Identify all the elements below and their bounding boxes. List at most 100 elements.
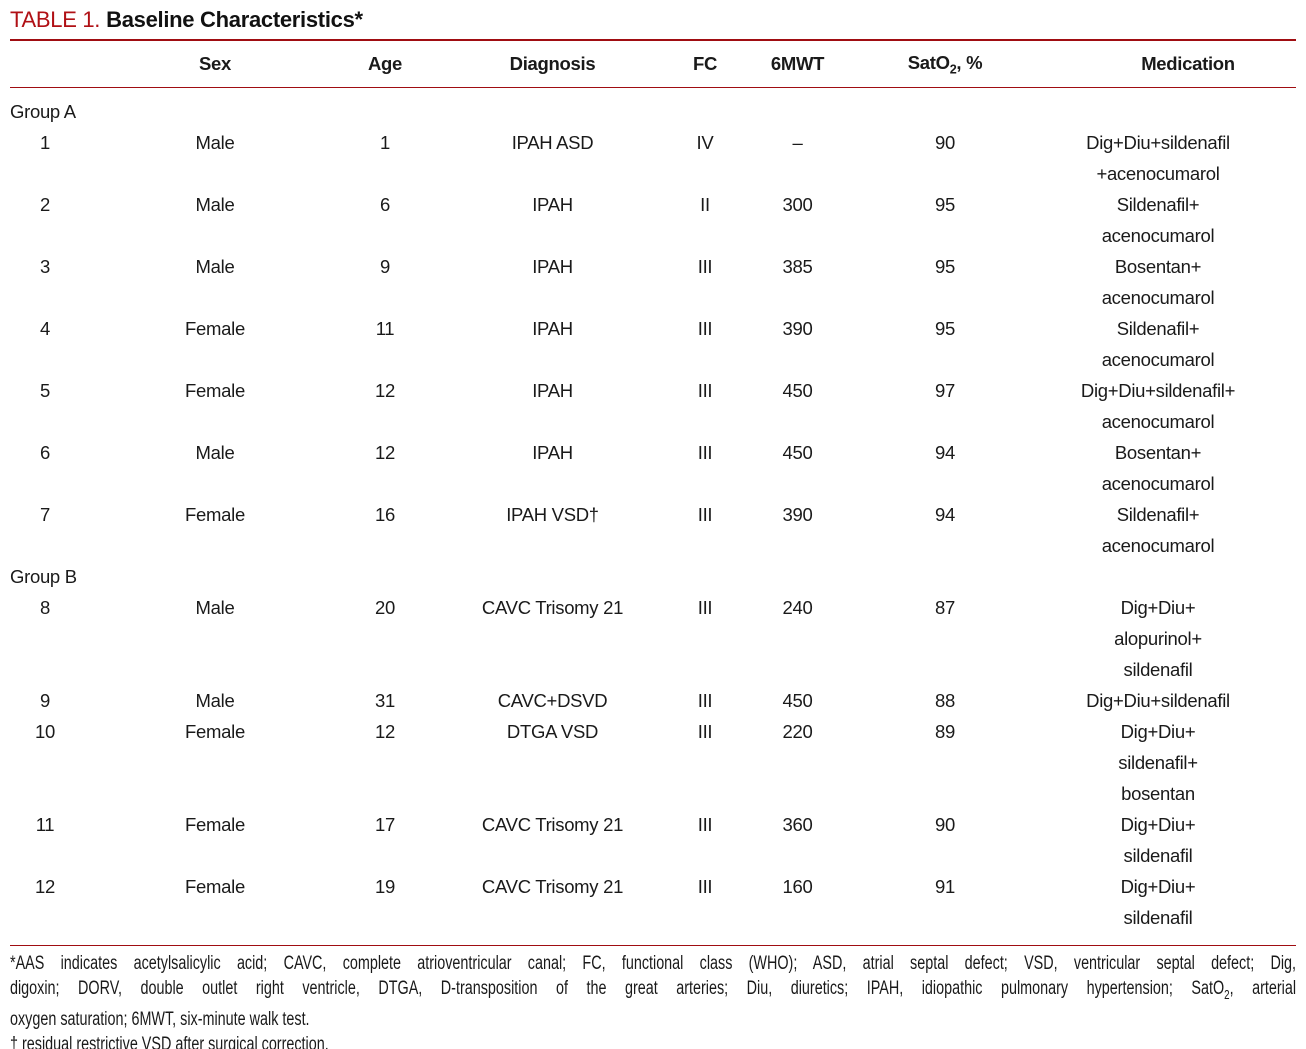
patient-row: 5 Female 12 IPAH III 450 97 Dig+Diu+sildenafil+…: [10, 375, 1296, 437]
cell-sato2: 95: [935, 318, 955, 339]
cell-sex: Male: [195, 690, 235, 711]
cell-sato2: 95: [935, 194, 955, 215]
cell-diagnosis: IPAH: [532, 318, 573, 339]
col-header-patient: [10, 41, 80, 88]
col-header-6mwt: 6MWT: [725, 41, 870, 88]
medication-line: acenocumarol: [1101, 225, 1215, 246]
footnotes: *AAS indicates acetylsalicylic acid; CAV…: [10, 945, 1296, 1049]
medication-line: sildenafil+: [1118, 752, 1198, 773]
footnote-line: digoxin; DORV, double outlet right ventr…: [10, 976, 1296, 1007]
cell-functional-class: III: [697, 721, 713, 742]
medication-line: acenocumarol: [1101, 411, 1215, 432]
cell-age: 9: [380, 256, 390, 277]
cell-medication: Dig+Diu+ sildenafil: [1020, 809, 1296, 871]
cell-sex: Female: [185, 721, 245, 742]
baseline-characteristics-table: Sex Age Diagnosis FC 6MWT SatO2, % Medic…: [10, 41, 1296, 933]
table-title: TABLE 1. Baseline Characteristics*: [10, 0, 1296, 41]
patient-row: 7 Female 16 IPAH VSD† III 390 94 Sildenafil+ ace…: [10, 499, 1296, 561]
cell-diagnosis: IPAH VSD†: [506, 504, 599, 525]
cell-patient-number: 5: [40, 380, 50, 401]
cell-sato2: 95: [935, 256, 955, 277]
cell-6mwt: 160: [782, 876, 813, 897]
medication-line: Dig+Diu+: [1120, 721, 1196, 742]
cell-diagnosis: CAVC+DSVD: [497, 690, 608, 711]
cell-6mwt: 385: [782, 256, 813, 277]
medication-line: Dig+Diu+sildenafil: [1086, 132, 1230, 153]
col-header-sato2: SatO2, %: [870, 41, 1020, 88]
medication-line: acenocumarol: [1101, 349, 1215, 370]
cell-age: 12: [375, 380, 395, 401]
table-number: TABLE 1.: [10, 7, 101, 32]
cell-sato2: 87: [935, 597, 955, 618]
sato2-unit: , %: [956, 51, 983, 73]
cell-sato2: 89: [935, 721, 955, 742]
cell-diagnosis: IPAH: [532, 442, 573, 463]
medication-line: sildenafil: [1123, 845, 1193, 866]
cell-6mwt: 360: [782, 814, 813, 835]
medication-line: acenocumarol: [1101, 287, 1215, 308]
cell-functional-class: IV: [696, 132, 714, 153]
cell-medication: Bosentan+ acenocumarol: [1020, 437, 1296, 499]
cell-medication: Dig+Diu+sildenafil+acenocumarol: [1020, 127, 1296, 189]
cell-6mwt: –: [792, 132, 803, 153]
header-row: Sex Age Diagnosis FC 6MWT SatO2, % Medic…: [10, 41, 1296, 88]
col-header-fc: FC: [685, 41, 725, 88]
footnote-line: † residual restrictive VSD after surgica…: [10, 1032, 1296, 1049]
cell-sex: Female: [185, 318, 245, 339]
sato2-text: SatO: [907, 51, 950, 73]
col-header-medication: Medication: [1020, 41, 1296, 88]
cell-functional-class: III: [697, 442, 713, 463]
col-header-diagnosis: Diagnosis: [420, 41, 685, 88]
cell-sato2: 91: [935, 876, 955, 897]
cell-functional-class: II: [700, 194, 710, 215]
cell-patient-number: 1: [40, 132, 50, 153]
medication-line: Bosentan+: [1114, 256, 1202, 277]
col-header-sex: Sex: [80, 41, 350, 88]
footnote-line: *AAS indicates acetylsalicylic acid; CAV…: [10, 951, 1296, 976]
cell-age: 1: [380, 132, 390, 153]
cell-patient-number: 11: [35, 814, 55, 835]
cell-sex: Male: [195, 194, 235, 215]
group-label: Group B: [10, 566, 77, 587]
patient-row: 9 Male 31 CAVC+DSVD III 450 88 Dig+Diu+sildenaf…: [10, 685, 1296, 716]
cell-sex: Female: [185, 504, 245, 525]
patient-row: 1 Male 1 IPAH ASD IV – 90 Dig+Diu+sildenafil +ac…: [10, 127, 1296, 189]
medication-line: bosentan: [1121, 783, 1195, 804]
cell-diagnosis: IPAH: [532, 380, 573, 401]
medication-line: Dig+Diu+: [1120, 814, 1196, 835]
medication-line: Sildenafil+: [1116, 318, 1200, 339]
cell-sex: Male: [195, 597, 235, 618]
cell-medication: Dig+Diu+sildenafil+acenocumarol: [1020, 375, 1296, 437]
cell-patient-number: 3: [40, 256, 50, 277]
patient-row: 2 Male 6 IPAH II 300 95 Sildenafil+ acenocumarol: [10, 189, 1296, 251]
cell-diagnosis: DTGA VSD: [506, 721, 599, 742]
footnote-text: † residual restrictive VSD after surgica…: [10, 1033, 329, 1049]
cell-diagnosis: CAVC Trisomy 21: [481, 597, 624, 618]
cell-patient-number: 4: [40, 318, 50, 339]
cell-diagnosis: IPAH ASD: [511, 132, 594, 153]
cell-6mwt: 240: [782, 597, 813, 618]
medication-line: Dig+Diu+sildenafil: [1086, 690, 1230, 711]
patient-row: 10 Female 12 DTGA VSD III 220 89 Dig+Diu+ silden…: [10, 716, 1296, 809]
patient-row: 3 Male 9 IPAH III 385 95 Bosentan+ acenocumarol: [10, 251, 1296, 313]
medication-line: acenocumarol: [1101, 473, 1215, 494]
cell-diagnosis: IPAH: [532, 194, 573, 215]
cell-patient-number: 9: [40, 690, 50, 711]
cell-diagnosis: CAVC Trisomy 21: [481, 876, 624, 897]
cell-age: 16: [375, 504, 395, 525]
patient-row: 8 Male 20 CAVC Trisomy 21 III 240 87 Dig+Diu+ al…: [10, 592, 1296, 685]
cell-age: 20: [375, 597, 395, 618]
cell-medication: Dig+Diu+ sildenafil+ bosentan: [1020, 716, 1296, 809]
medication-line: Sildenafil+: [1116, 194, 1200, 215]
group-label-row: Group A: [10, 88, 1296, 128]
cell-patient-number: 10: [35, 721, 55, 742]
cell-sato2: 90: [935, 814, 955, 835]
cell-sex: Male: [195, 256, 235, 277]
medication-line: Bosentan+: [1114, 442, 1202, 463]
patient-row: 4 Female 11 IPAH III 390 95 Sildenafil+ acenocum…: [10, 313, 1296, 375]
footnote-text: , arterial: [1229, 978, 1297, 999]
cell-patient-number: 2: [40, 194, 50, 215]
cell-age: 17: [375, 814, 395, 835]
cell-6mwt: 450: [782, 442, 813, 463]
cell-patient-number: 7: [40, 504, 50, 525]
